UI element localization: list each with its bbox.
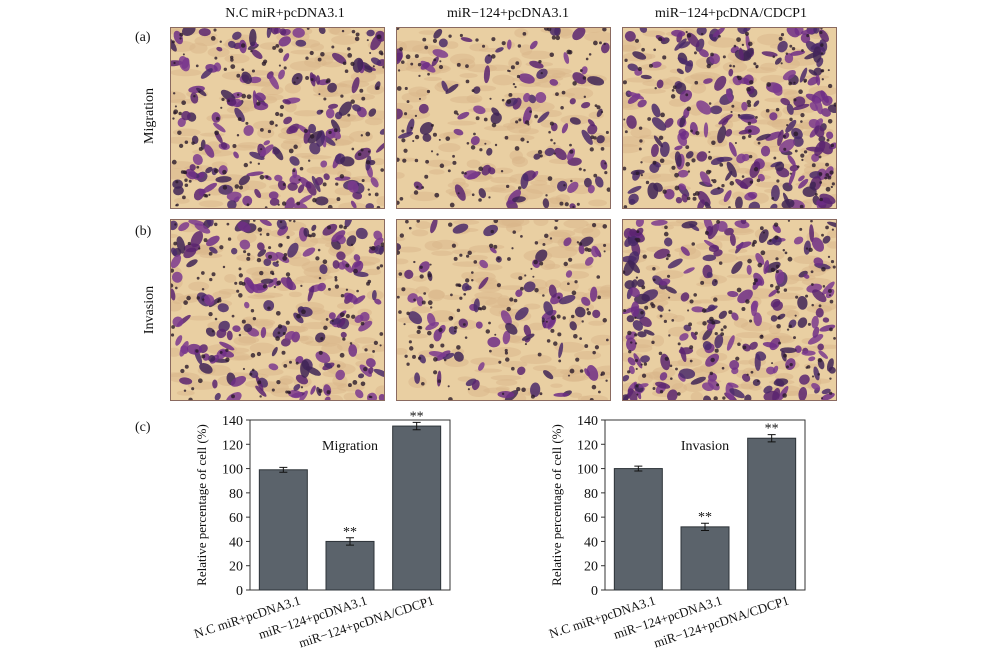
bar [392, 425, 442, 591]
y-tick-label: 80 [584, 487, 598, 502]
error-bar [346, 537, 354, 546]
axis-frame [249, 419, 451, 591]
y-tick-label: 20 [229, 560, 243, 575]
y-axis-label: Relative percentage of cell (%) [194, 424, 209, 586]
micrograph-invasion-mir124 [396, 219, 611, 401]
error-bar [412, 421, 421, 431]
y-tick-label: 0 [236, 584, 243, 599]
micrograph-invasion-mir124-cdcp1 [622, 219, 837, 401]
significance-label: ** [765, 422, 779, 437]
significance-label: ** [410, 410, 424, 424]
invasion-bar-chart: 0 20 40 60 80 100 120 140 Relative percentage of… [547, 414, 806, 650]
panel-label-c: (c) [135, 420, 151, 435]
y-tick-label: 20 [584, 560, 598, 575]
y-tick-label: 100 [577, 463, 598, 478]
axis-frame [604, 419, 806, 591]
row-label-migration: Migration [142, 88, 157, 144]
micrograph-migration-mir124-cdcp1 [622, 27, 837, 209]
bar [747, 437, 797, 591]
significance-label: ** [343, 525, 357, 540]
error-bar [701, 522, 709, 531]
micrograph-migration-nc [170, 27, 385, 209]
y-tick-label: 40 [584, 535, 598, 550]
bar [680, 526, 730, 591]
error-bar [279, 466, 288, 473]
micrograph-invasion-nc [170, 219, 385, 401]
bar [258, 469, 308, 591]
y-tick-label: 60 [229, 511, 243, 526]
column-title-mir124: miR−124+pcDNA3.1 [447, 6, 569, 21]
row-label-invasion: Invasion [142, 285, 157, 335]
chart-title: Invasion [681, 439, 729, 454]
significance-label: ** [698, 510, 712, 525]
y-tick-label: 0 [591, 584, 598, 599]
micrograph-migration-mir124 [396, 27, 611, 209]
y-axis-label: Relative percentage of cell (%) [549, 424, 564, 586]
panel-label-b: (b) [135, 224, 152, 239]
migration-bar-chart: 0 20 40 60 80 100 120 140 Relative percentage of… [192, 410, 451, 650]
panel-label-a: (a) [135, 30, 151, 45]
y-tick-label: 40 [229, 535, 243, 550]
y-tick-label: 80 [229, 487, 243, 502]
y-tick-label: 140 [222, 414, 243, 429]
y-tick-label: 120 [577, 438, 598, 453]
y-tick-label: 100 [222, 463, 243, 478]
y-tick-label: 60 [584, 511, 598, 526]
bar [613, 468, 663, 591]
y-tick-label: 140 [577, 414, 598, 429]
column-title-mir124-cdcp1: miR−124+pcDNA/CDCP1 [655, 6, 807, 21]
y-tick-label: 120 [222, 438, 243, 453]
bar [325, 540, 375, 591]
error-bar [767, 434, 776, 443]
chart-title: Migration [322, 439, 378, 454]
error-bar [634, 465, 643, 472]
column-title-nc: N.C miR+pcDNA3.1 [225, 6, 345, 21]
